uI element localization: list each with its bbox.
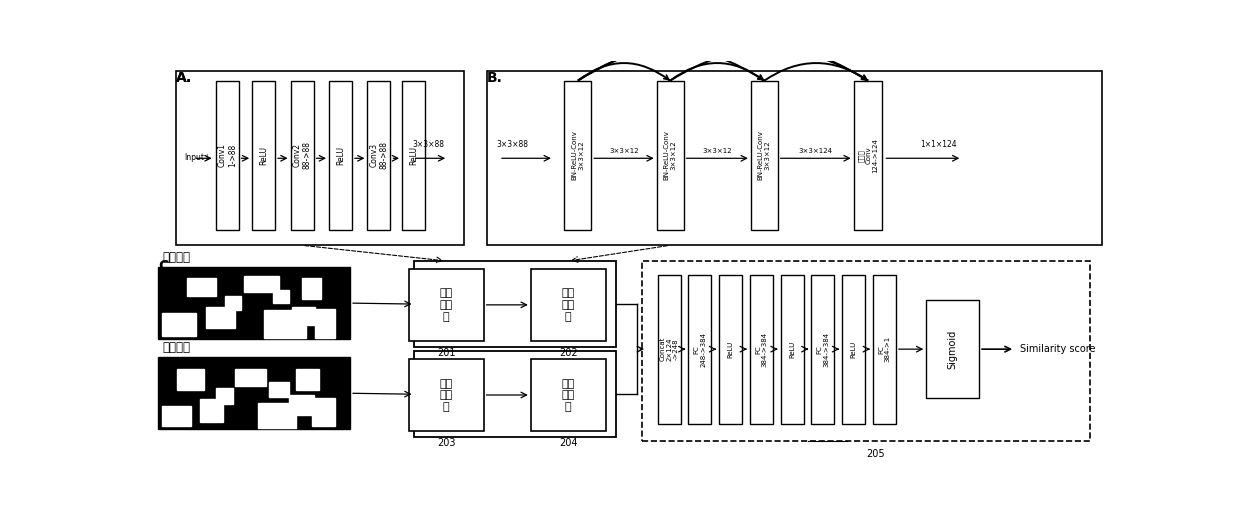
Text: 205: 205 [867, 449, 885, 459]
Bar [216, 81, 238, 230]
Text: ReLU: ReLU [409, 146, 418, 164]
Text: ReLU: ReLU [336, 146, 345, 164]
Bar [269, 382, 289, 397]
Bar [367, 81, 391, 230]
Bar [293, 307, 315, 325]
Bar [187, 278, 216, 296]
Bar [264, 310, 306, 338]
Text: Conv3
88->88: Conv3 88->88 [370, 141, 388, 169]
Bar [811, 275, 835, 423]
Bar [409, 359, 484, 432]
Bar [926, 300, 980, 398]
Text: A.: A. [176, 71, 192, 85]
Bar [252, 81, 275, 230]
Text: Sigmoid: Sigmoid [947, 329, 957, 369]
Text: 稠密
卷积
块: 稠密 卷积 块 [562, 289, 575, 322]
Text: Conv1
1->88: Conv1 1->88 [217, 143, 237, 167]
Bar [157, 357, 350, 430]
Bar [531, 359, 605, 432]
Bar [402, 81, 425, 230]
Bar [311, 399, 335, 426]
Bar [486, 71, 1101, 245]
Bar [657, 275, 681, 423]
Text: 1×1×124: 1×1×124 [920, 140, 956, 149]
Bar [642, 261, 1090, 441]
Text: BN-ReLU-Conv
3×3×12: BN-ReLU-Conv 3×3×12 [572, 130, 584, 180]
Text: 3×3×12: 3×3×12 [702, 148, 732, 154]
Text: 3×3×124: 3×3×124 [799, 148, 833, 154]
Bar [176, 71, 465, 245]
Bar [290, 81, 314, 230]
Bar [303, 278, 321, 299]
Bar [873, 275, 897, 423]
Bar [234, 369, 265, 386]
Text: 203: 203 [436, 438, 455, 448]
Text: BN-ReLU-Conv
3×3×12: BN-ReLU-Conv 3×3×12 [663, 130, 677, 180]
Bar [750, 275, 773, 423]
Bar [216, 388, 233, 404]
Bar [226, 296, 241, 310]
Text: 左目图像: 左目图像 [162, 251, 191, 264]
Text: B.: B. [486, 71, 502, 85]
Bar [409, 269, 484, 342]
Text: 稠密
卷积
块: 稠密 卷积 块 [562, 379, 575, 412]
Text: 3×3×88: 3×3×88 [413, 140, 445, 149]
Bar [414, 351, 616, 437]
Text: C.: C. [157, 259, 174, 273]
Bar [853, 81, 883, 230]
Text: ReLU: ReLU [789, 341, 795, 358]
Text: 右目图像: 右目图像 [162, 341, 191, 354]
Bar [161, 406, 191, 426]
Bar [289, 394, 314, 415]
Text: A.: A. [176, 71, 192, 85]
Text: Input↓: Input↓ [184, 153, 211, 161]
Bar [200, 399, 223, 422]
Bar [206, 307, 234, 328]
Text: Similarity score: Similarity score [1019, 344, 1095, 354]
Text: 201: 201 [436, 348, 455, 358]
Text: 202: 202 [559, 348, 578, 358]
Text: 汇聚层
Conv
124->124: 汇聚层 Conv 124->124 [858, 138, 878, 173]
Text: ReLU: ReLU [851, 341, 857, 358]
Bar [564, 81, 591, 230]
Bar [531, 269, 605, 342]
Text: BN-ReLU-Conv
3×3×12: BN-ReLU-Conv 3×3×12 [758, 130, 771, 180]
Bar [414, 261, 616, 347]
Bar [161, 313, 196, 336]
Bar [244, 276, 279, 292]
Bar [296, 370, 320, 389]
Text: FC
384->1: FC 384->1 [878, 336, 890, 362]
Bar [258, 403, 296, 428]
Text: ReLU: ReLU [728, 341, 734, 358]
Text: FC
384->384: FC 384->384 [755, 331, 768, 366]
Text: 初始
卷积
块: 初始 卷积 块 [439, 289, 453, 322]
Bar [751, 81, 777, 230]
Bar [157, 267, 350, 340]
Text: FC
248->384: FC 248->384 [693, 332, 707, 366]
Text: FC
384->384: FC 384->384 [816, 331, 830, 366]
Bar [688, 275, 712, 423]
Bar [781, 275, 804, 423]
Bar [657, 81, 683, 230]
Bar [329, 81, 352, 230]
Bar [177, 370, 205, 389]
Text: Concat
2×124
->248: Concat 2×124 ->248 [660, 337, 680, 361]
Text: 初始
卷积
块: 初始 卷积 块 [439, 379, 453, 412]
Text: 3×3×88: 3×3×88 [496, 140, 528, 149]
Bar [719, 275, 743, 423]
Bar [842, 275, 866, 423]
Bar [273, 290, 289, 303]
Text: ReLU: ReLU [259, 146, 268, 164]
Text: Conv2
88->88: Conv2 88->88 [293, 141, 311, 169]
Text: 204: 204 [559, 438, 578, 448]
Text: 3×3×12: 3×3×12 [609, 148, 639, 154]
Bar [315, 309, 335, 338]
